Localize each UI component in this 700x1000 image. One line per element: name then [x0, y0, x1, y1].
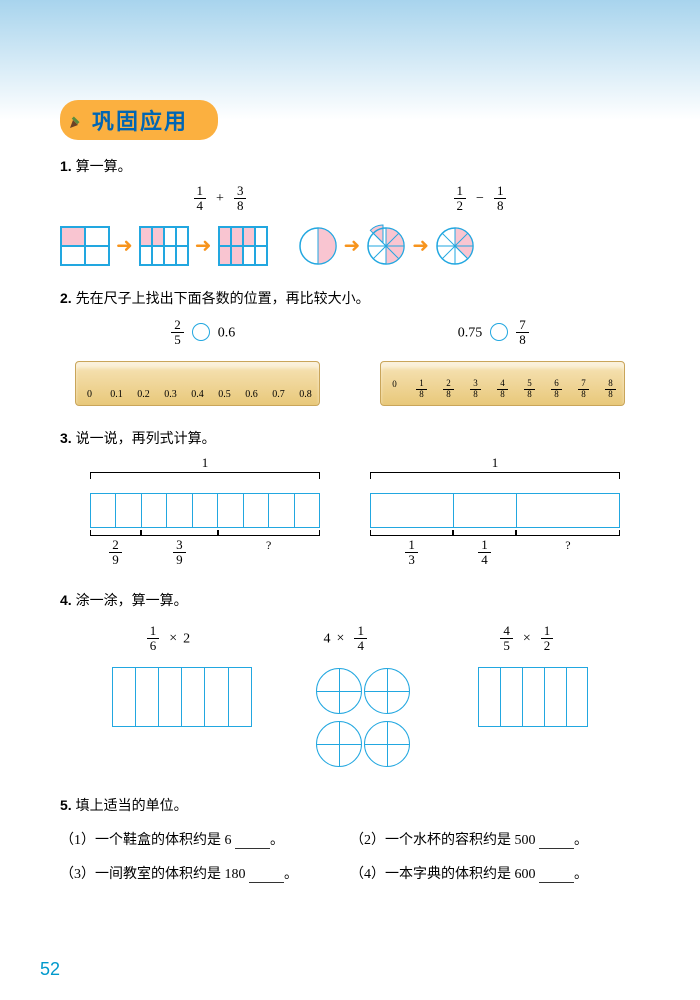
blank-input[interactable]: [249, 882, 284, 883]
section-banner: 巩固应用: [60, 100, 218, 140]
problem-1-label: 1. 算一算。: [60, 156, 640, 176]
q4-num: 4.: [60, 592, 72, 608]
bar-diagram-b: 1 13 14 ?: [370, 472, 620, 568]
q1-num: 1.: [60, 158, 72, 174]
blank-input[interactable]: [539, 882, 574, 883]
q1-expr-b: 12 − 18: [454, 184, 507, 214]
compare-circle[interactable]: [490, 323, 508, 341]
q4-rect-a: [112, 667, 252, 727]
q4-text: 涂一涂，算一算。: [76, 592, 188, 608]
problem-1: 1. 算一算。 14 + 38 12 − 18 ➜ ➜: [60, 156, 640, 266]
banner-title: 巩固应用: [92, 104, 188, 136]
blank-input[interactable]: [539, 848, 574, 849]
ruler-decimal: 00.10.2 0.30.40.5 0.60.70.8: [75, 361, 320, 406]
problem-3: 3. 说一说，再列式计算。 1 29 39 ? 1 13 14: [60, 428, 640, 568]
problem-5: 5. 填上适当的单位。 （1）一个鞋盒的体积约是 6 。 （2）一个水杯的容积约…: [60, 795, 640, 883]
problem-3-label: 3. 说一说，再列式计算。: [60, 428, 640, 448]
blank-input[interactable]: [235, 848, 270, 849]
q2-text: 先在尺子上找出下面各数的位置，再比较大小。: [76, 290, 370, 306]
bar-diagram-a: 1 29 39 ?: [90, 472, 320, 568]
q1-diagram-a: ➜ ➜: [60, 226, 268, 266]
arrow-icon: ➜: [195, 233, 212, 258]
q5-num: 5.: [60, 797, 72, 813]
q2-cmp-a: 25 0.6: [171, 318, 235, 348]
problem-5-label: 5. 填上适当的单位。: [60, 795, 640, 815]
q1-expr-a: 14 + 38: [194, 184, 247, 214]
arrow-icon: ➜: [412, 233, 429, 258]
q3-num: 3.: [60, 430, 72, 446]
ruler-fraction: 0 18 28 38 48 58 68 78 88: [380, 361, 625, 406]
q4-expr-b: 4× 14: [324, 624, 367, 654]
q4-expr-a: 16 ×2: [147, 624, 190, 654]
problem-4-label: 4. 涂一涂，算一算。: [60, 590, 640, 610]
q2-num: 2.: [60, 290, 72, 306]
q5-item-3: （3）一间教室的体积约是 180 。: [60, 863, 350, 883]
arrow-icon: ➜: [344, 233, 361, 258]
pencil-icon: [68, 110, 88, 130]
compare-circle[interactable]: [192, 323, 210, 341]
q1-text: 算一算。: [76, 158, 132, 174]
q3-text: 说一说，再列式计算。: [76, 430, 216, 446]
q4-circles: [315, 667, 415, 773]
q5-item-4: （4）一本字典的体积约是 600 。: [350, 863, 640, 883]
page-content: 巩固应用 1. 算一算。 14 + 38 12 − 18 ➜ ➜: [0, 0, 700, 945]
arrow-icon: ➜: [116, 233, 133, 258]
q4-rect-c: [478, 667, 588, 727]
problem-4: 4. 涂一涂，算一算。 16 ×2 4× 14 45 × 12: [60, 590, 640, 774]
q4-expr-c: 45 × 12: [500, 624, 553, 654]
q5-item-1: （1）一个鞋盒的体积约是 6 。: [60, 829, 350, 849]
q1-diagram-b: ➜ ➜: [298, 226, 476, 266]
q2-cmp-b: 0.75 78: [458, 318, 529, 348]
q5-item-2: （2）一个水杯的容积约是 500 。: [350, 829, 640, 849]
q5-text: 填上适当的单位。: [76, 797, 188, 813]
page-number: 52: [40, 959, 60, 980]
problem-2: 2. 先在尺子上找出下面各数的位置，再比较大小。 25 0.6 0.75 78 …: [60, 288, 640, 407]
problem-2-label: 2. 先在尺子上找出下面各数的位置，再比较大小。: [60, 288, 640, 308]
